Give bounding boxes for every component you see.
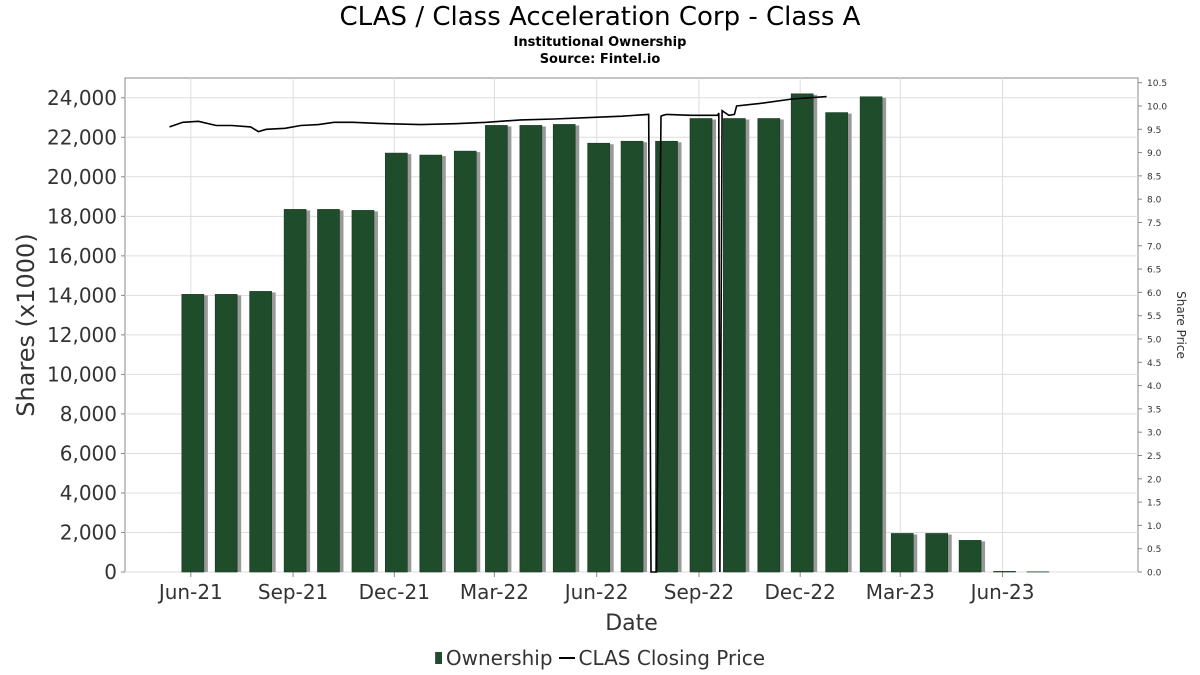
y2-tick-label: 8.5: [1147, 172, 1161, 182]
y2-tick-label: 2.0: [1147, 475, 1162, 485]
y2-tick-label: 3.0: [1147, 429, 1162, 439]
bar: [790, 93, 814, 573]
bar: [249, 291, 272, 573]
bar: [317, 209, 340, 573]
bar: [958, 540, 982, 573]
x-tick-label: Dec-22: [764, 580, 835, 604]
bar: [993, 571, 1016, 573]
y-tick-label: 24,000: [47, 86, 117, 110]
y2-tick-label: 7.5: [1147, 219, 1161, 229]
chart-legend: Ownership CLAS Closing Price: [0, 646, 1200, 670]
y2-tick-label: 4.5: [1147, 359, 1161, 369]
bar: [214, 294, 238, 573]
y2-axis-label: Share Price: [1174, 291, 1188, 359]
bar: [519, 125, 543, 573]
y2-tick-label: 10.0: [1147, 102, 1167, 112]
bar: [552, 124, 576, 573]
y2-tick-label: 3.5: [1147, 405, 1161, 415]
bar: [620, 140, 644, 573]
bar: [453, 150, 477, 573]
bar: [485, 125, 508, 573]
legend-price-swatch: [558, 657, 575, 659]
y-tick-label: 18,000: [47, 204, 117, 228]
x-tick-label: Jun-21: [157, 580, 223, 604]
x-tick-label: Sep-21: [258, 580, 328, 604]
y2-tick-label: 1.0: [1147, 522, 1162, 532]
x-tick-label: Sep-22: [664, 580, 734, 604]
y-axis-label: Shares (x1000): [12, 233, 40, 416]
y-tick-label: 6,000: [60, 441, 117, 465]
x-tick-label: Mar-22: [460, 580, 529, 604]
legend-price-label: CLAS Closing Price: [578, 646, 766, 670]
y-tick-label: 14,000: [47, 283, 117, 307]
y-tick-label: 22,000: [47, 125, 117, 149]
bar: [723, 118, 746, 573]
x-tick-label: Mar-23: [866, 580, 935, 604]
bar: [655, 140, 678, 573]
x-tick-label: Jun-23: [969, 580, 1035, 604]
bar: [925, 533, 949, 573]
y2-tick-label: 1.5: [1147, 499, 1161, 509]
y-tick-label: 4,000: [60, 481, 117, 505]
bar: [587, 142, 610, 573]
bar: [283, 209, 307, 573]
bar: [757, 118, 781, 573]
y2-tick-label: 6.5: [1147, 266, 1161, 276]
price-line: [169, 95, 827, 573]
legend-ownership-swatch: [434, 652, 442, 664]
y-tick-label: 8,000: [60, 402, 117, 426]
bar: [385, 152, 408, 573]
x-tick-label: Jun-22: [563, 580, 629, 604]
x-axis-label: Date: [605, 611, 658, 636]
chart-subtitle: Institutional Ownership: [513, 35, 687, 50]
y-tick-label: 10,000: [47, 362, 117, 386]
bar: [859, 96, 883, 573]
y-tick-label: 0: [104, 560, 117, 584]
y2-tick-label: 5.5: [1147, 312, 1161, 322]
bar: [419, 154, 443, 573]
chart-source: Source: Fintel.io: [539, 52, 661, 67]
y2-tick-label: 8.0: [1147, 196, 1162, 206]
y2-tick-label: 5.0: [1147, 335, 1162, 345]
y2-tick-label: 0.5: [1147, 545, 1161, 555]
chart-title: CLAS / Class Acceleration Corp - Class A: [339, 2, 861, 32]
y-tick-label: 2,000: [60, 520, 117, 544]
y2-tick-label: 4.0: [1147, 382, 1162, 392]
bar: [351, 210, 375, 573]
y2-tick-label: 6.0: [1147, 289, 1162, 299]
y2-tick-label: 7.0: [1147, 242, 1162, 252]
y2-tick-label: 0.0: [1147, 569, 1162, 579]
y-tick-label: 16,000: [47, 244, 117, 268]
bar: [181, 294, 205, 573]
bar: [825, 112, 848, 573]
x-tick-label: Dec-21: [359, 580, 430, 604]
y-tick-label: 12,000: [47, 323, 117, 347]
y2-tick-label: 9.5: [1147, 126, 1161, 136]
y-tick-label: 20,000: [47, 165, 117, 189]
legend-ownership-label: Ownership: [445, 646, 553, 670]
bar: [890, 533, 914, 573]
y2-tick-label: 2.5: [1147, 452, 1161, 462]
y2-tick-label: 9.0: [1147, 149, 1162, 159]
bar: [689, 118, 713, 573]
y2-tick-label: 10.5: [1147, 79, 1167, 89]
